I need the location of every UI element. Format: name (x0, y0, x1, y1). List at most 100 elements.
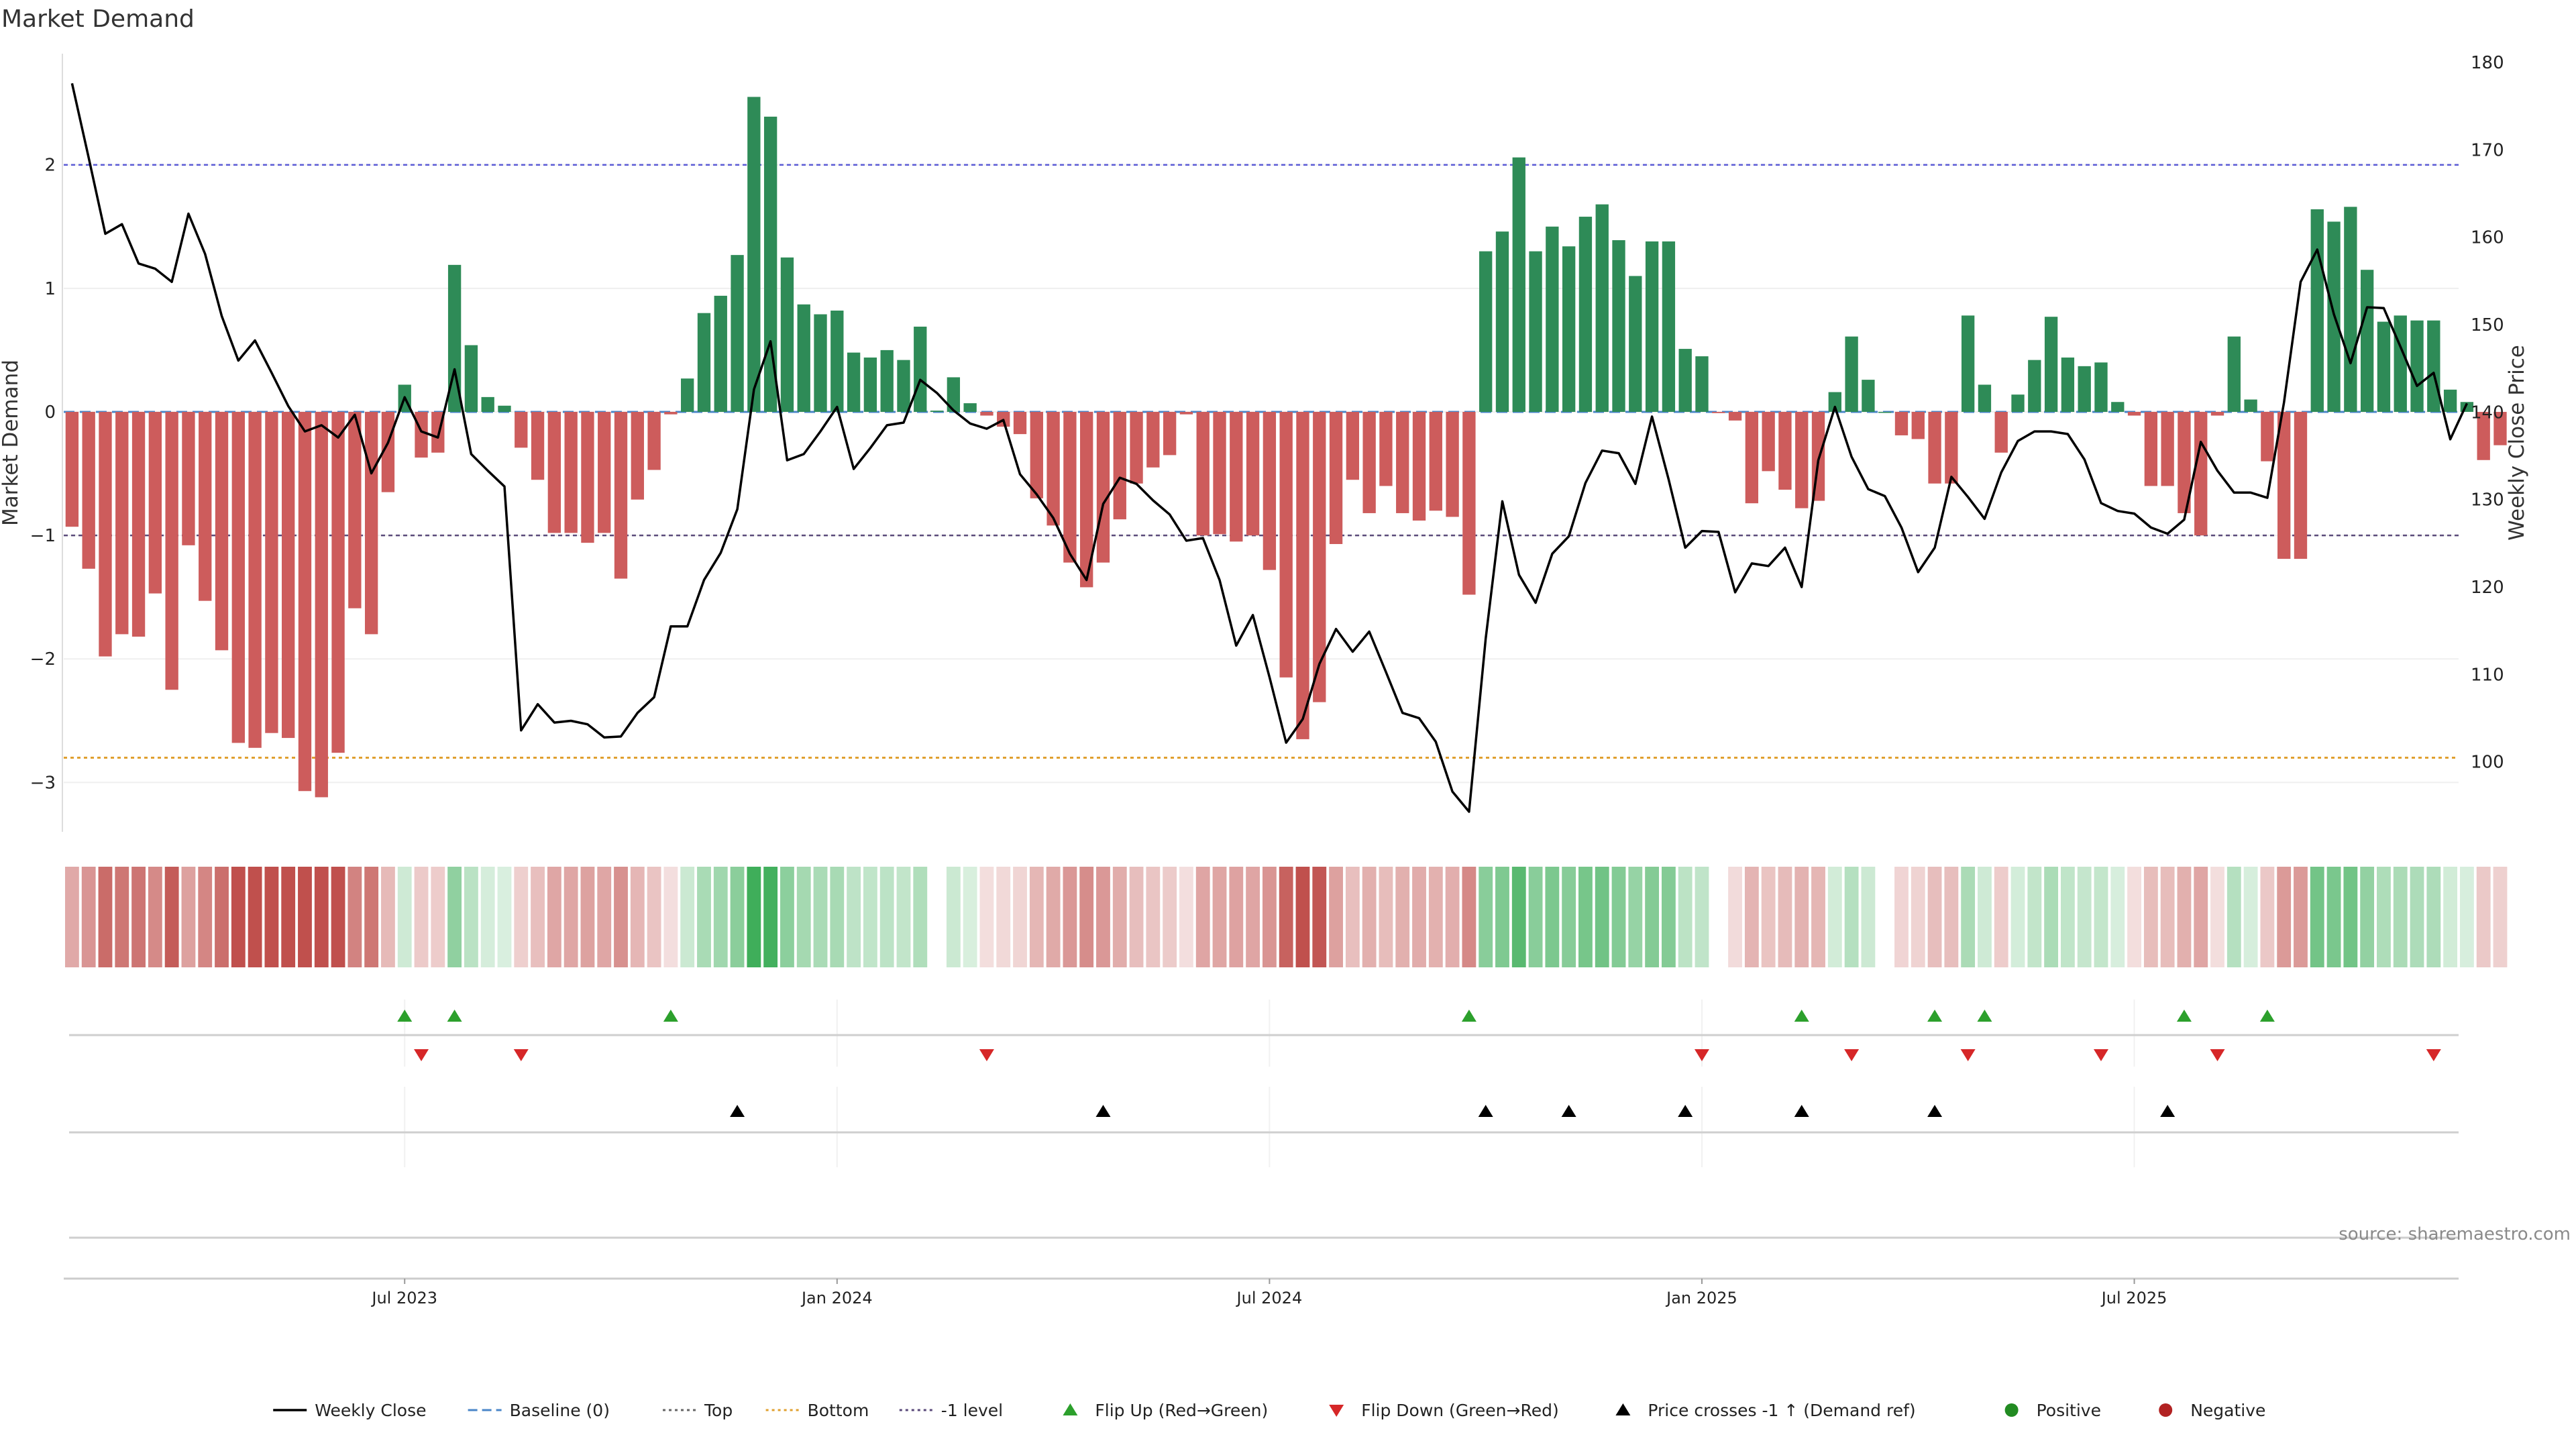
demand-bar (2061, 357, 2075, 412)
demand-bar (2194, 411, 2208, 536)
legend-swatch (1063, 1403, 1078, 1415)
demand-bar (215, 411, 229, 651)
demand-bar (1096, 411, 1110, 563)
demand-bar (2394, 315, 2407, 412)
price-cross-panel (69, 1087, 2459, 1239)
demand-bar (1495, 231, 1509, 412)
demand-bar (1296, 411, 1309, 739)
heat-cell (2243, 867, 2258, 967)
heat-cell (1844, 867, 1859, 967)
demand-bar (780, 257, 794, 412)
legend-swatch (2004, 1403, 2019, 1417)
heat-cell (1412, 867, 1426, 967)
demand-bar (2028, 360, 2041, 412)
left-tick-label: −1 (30, 526, 56, 546)
heat-cell (2360, 867, 2375, 967)
demand-bar (1845, 336, 1858, 412)
heat-cell (1479, 867, 1493, 967)
demand-bar (447, 264, 462, 412)
heat-cell (231, 867, 246, 967)
heat-cell (1246, 867, 1260, 967)
demand-bar (2078, 366, 2091, 412)
heat-cell (1013, 867, 1027, 967)
demand-bar (1113, 411, 1126, 520)
legend-label: Price crosses -1 ↑ (Demand ref) (1648, 1401, 1915, 1420)
demand-bar (947, 377, 961, 412)
heat-cell (1728, 867, 1742, 967)
heat-cell (1362, 867, 1377, 967)
demand-bar (830, 310, 844, 412)
flip-down-marker (2093, 1049, 2108, 1061)
heat-cell (547, 867, 561, 967)
left-tick-label: 0 (44, 402, 56, 423)
legend-item: Positive (2004, 1401, 2101, 1420)
demand-bar (2011, 394, 2025, 412)
heat-cell (497, 867, 512, 967)
heat-cell (1163, 867, 1177, 967)
heat-cell (2426, 867, 2441, 967)
demand-bar (348, 411, 362, 608)
flip-up-marker (663, 1010, 678, 1022)
right-tick-label: 110 (2471, 665, 2504, 685)
heat-cell (1395, 867, 1410, 967)
heat-cell (2010, 867, 2025, 967)
x-tick-label: Jan 2025 (1665, 1289, 1737, 1307)
heat-cell (1678, 867, 1693, 967)
flip-up-marker (2259, 1010, 2275, 1022)
legend-label: Flip Down (Green→Red) (1361, 1401, 1559, 1420)
demand-bar (1695, 356, 1709, 412)
heat-cell (713, 867, 728, 967)
flip-down-marker (1844, 1049, 1860, 1061)
demand-bar (1146, 411, 1160, 468)
heat-cell (2060, 867, 2075, 967)
demand-bar (564, 411, 578, 533)
right-tick-label: 140 (2471, 402, 2504, 423)
heat-cell (215, 867, 229, 967)
demand-bar (1978, 384, 1992, 412)
heat-cell (281, 867, 296, 967)
heat-cell (1545, 867, 1560, 967)
heat-cell (1927, 867, 1942, 967)
price-cross-marker (1794, 1105, 1809, 1117)
demand-bar (1462, 411, 1476, 595)
heat-cell (181, 867, 196, 967)
heat-cell (2343, 867, 2358, 967)
legend-swatch (1615, 1403, 1631, 1415)
heat-cell (1994, 867, 2008, 967)
chart-title: Market Demand (1, 5, 195, 33)
demand-bar (797, 304, 810, 412)
demand-bar (1911, 411, 1925, 439)
demand-bar (82, 411, 95, 569)
heat-cell (913, 867, 928, 967)
heat-cell (2260, 867, 2275, 967)
demand-bar (515, 411, 528, 448)
demand-bar (747, 97, 761, 412)
heat-cell (1029, 867, 1044, 967)
heat-cell (2077, 867, 2092, 967)
heat-cell (1046, 867, 1061, 967)
heat-cell (630, 867, 645, 967)
heat-cell (879, 867, 894, 967)
flip-down-marker (2210, 1049, 2225, 1061)
heat-cell (1212, 867, 1227, 967)
demand-bar (1412, 411, 1426, 521)
x-tick-label: Jul 2023 (370, 1289, 437, 1307)
demand-bar (2111, 402, 2125, 412)
demand-bar (581, 411, 594, 543)
heat-cell (697, 867, 711, 967)
left-y-ticks: 2 1 0 −1 −2 −3 (30, 156, 56, 794)
demand-bar (415, 411, 428, 458)
weekly-close-line (70, 83, 2468, 813)
demand-bar (897, 360, 910, 412)
demand-bar (2144, 411, 2158, 486)
heat-cell (1428, 867, 1443, 967)
demand-bar (2244, 399, 2257, 412)
demand-bar (2210, 411, 2224, 416)
demand-bar (1396, 411, 1409, 513)
legend-item: Negative (2159, 1401, 2265, 1420)
heat-cell (115, 867, 129, 967)
demand-bar (1862, 380, 1875, 412)
flip-down-marker (414, 1049, 429, 1061)
price-cross-marker (2160, 1105, 2176, 1117)
